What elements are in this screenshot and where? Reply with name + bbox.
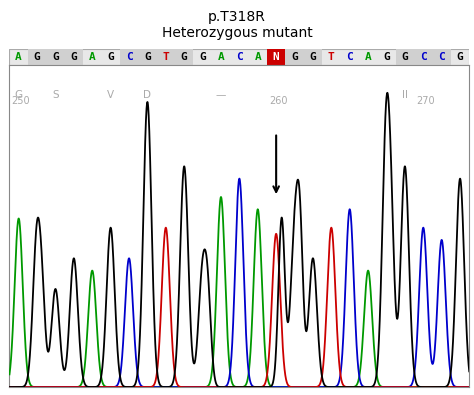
Text: Heterozygous mutant: Heterozygous mutant (162, 26, 312, 40)
Text: A: A (255, 52, 261, 62)
Text: C: C (438, 52, 445, 62)
Text: T: T (328, 52, 335, 62)
Text: G: G (34, 52, 40, 62)
Bar (138, 49, 156, 65)
Bar (64, 49, 83, 65)
Bar (156, 49, 175, 65)
Text: D: D (144, 90, 151, 100)
Text: G: G (310, 52, 316, 62)
Text: G: G (383, 52, 390, 62)
Text: G: G (291, 52, 298, 62)
Text: T: T (163, 52, 169, 62)
Text: II: II (402, 90, 408, 100)
Bar (304, 49, 322, 65)
Bar (175, 49, 193, 65)
Bar (396, 49, 414, 65)
Text: 270: 270 (416, 96, 435, 106)
Text: S: S (52, 90, 59, 100)
Bar (46, 49, 64, 65)
Bar (267, 49, 285, 65)
Text: G: G (456, 52, 464, 62)
Text: G: G (199, 52, 206, 62)
Bar (120, 49, 138, 65)
Text: A: A (365, 52, 372, 62)
Text: C: C (126, 52, 132, 62)
Text: —: — (216, 90, 226, 100)
Bar (432, 49, 451, 65)
Text: A: A (89, 52, 96, 62)
Text: G: G (181, 52, 188, 62)
Text: A: A (218, 52, 224, 62)
Bar (285, 49, 304, 65)
Text: V: V (107, 90, 114, 100)
Text: 250: 250 (11, 96, 30, 106)
Text: C: C (236, 52, 243, 62)
Text: G: G (144, 52, 151, 62)
Text: G: G (15, 90, 23, 100)
Text: 260: 260 (269, 96, 287, 106)
Text: N: N (273, 52, 280, 62)
Text: A: A (15, 52, 22, 62)
Text: G: G (52, 52, 59, 62)
Text: p.T318R: p.T318R (208, 10, 266, 24)
Text: G: G (107, 52, 114, 62)
Text: C: C (420, 52, 427, 62)
Text: C: C (346, 52, 353, 62)
Bar (28, 49, 46, 65)
Bar (414, 49, 432, 65)
Text: G: G (401, 52, 408, 62)
Text: G: G (71, 52, 77, 62)
